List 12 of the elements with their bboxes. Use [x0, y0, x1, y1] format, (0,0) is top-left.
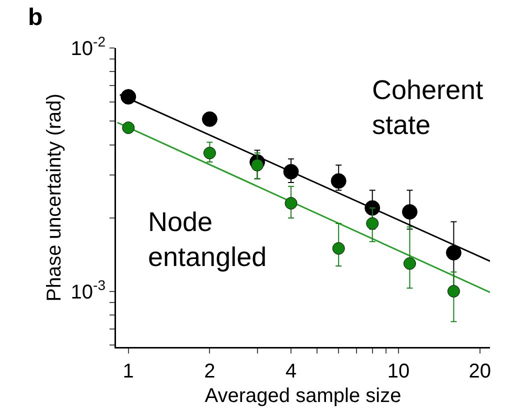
text: b [28, 4, 43, 31]
x-tick-label: 2 [204, 360, 216, 382]
x-tick-label: 1 [122, 360, 134, 382]
y-axis-title: Phase uncertainty (rad) [44, 94, 66, 302]
x-tick-label: 20 [468, 360, 492, 382]
y-tick-label: 10$^{-3}$ [70, 276, 106, 304]
series-label: Coherent state [372, 75, 484, 140]
x-tick-label: 4 [285, 360, 297, 382]
x-tick-label: 10 [387, 360, 410, 382]
series-label: Node entangled [148, 207, 267, 272]
y-tick-label: 10$^{-2}$ [70, 34, 106, 60]
x-axis-title: Averaged sample size [204, 384, 402, 407]
